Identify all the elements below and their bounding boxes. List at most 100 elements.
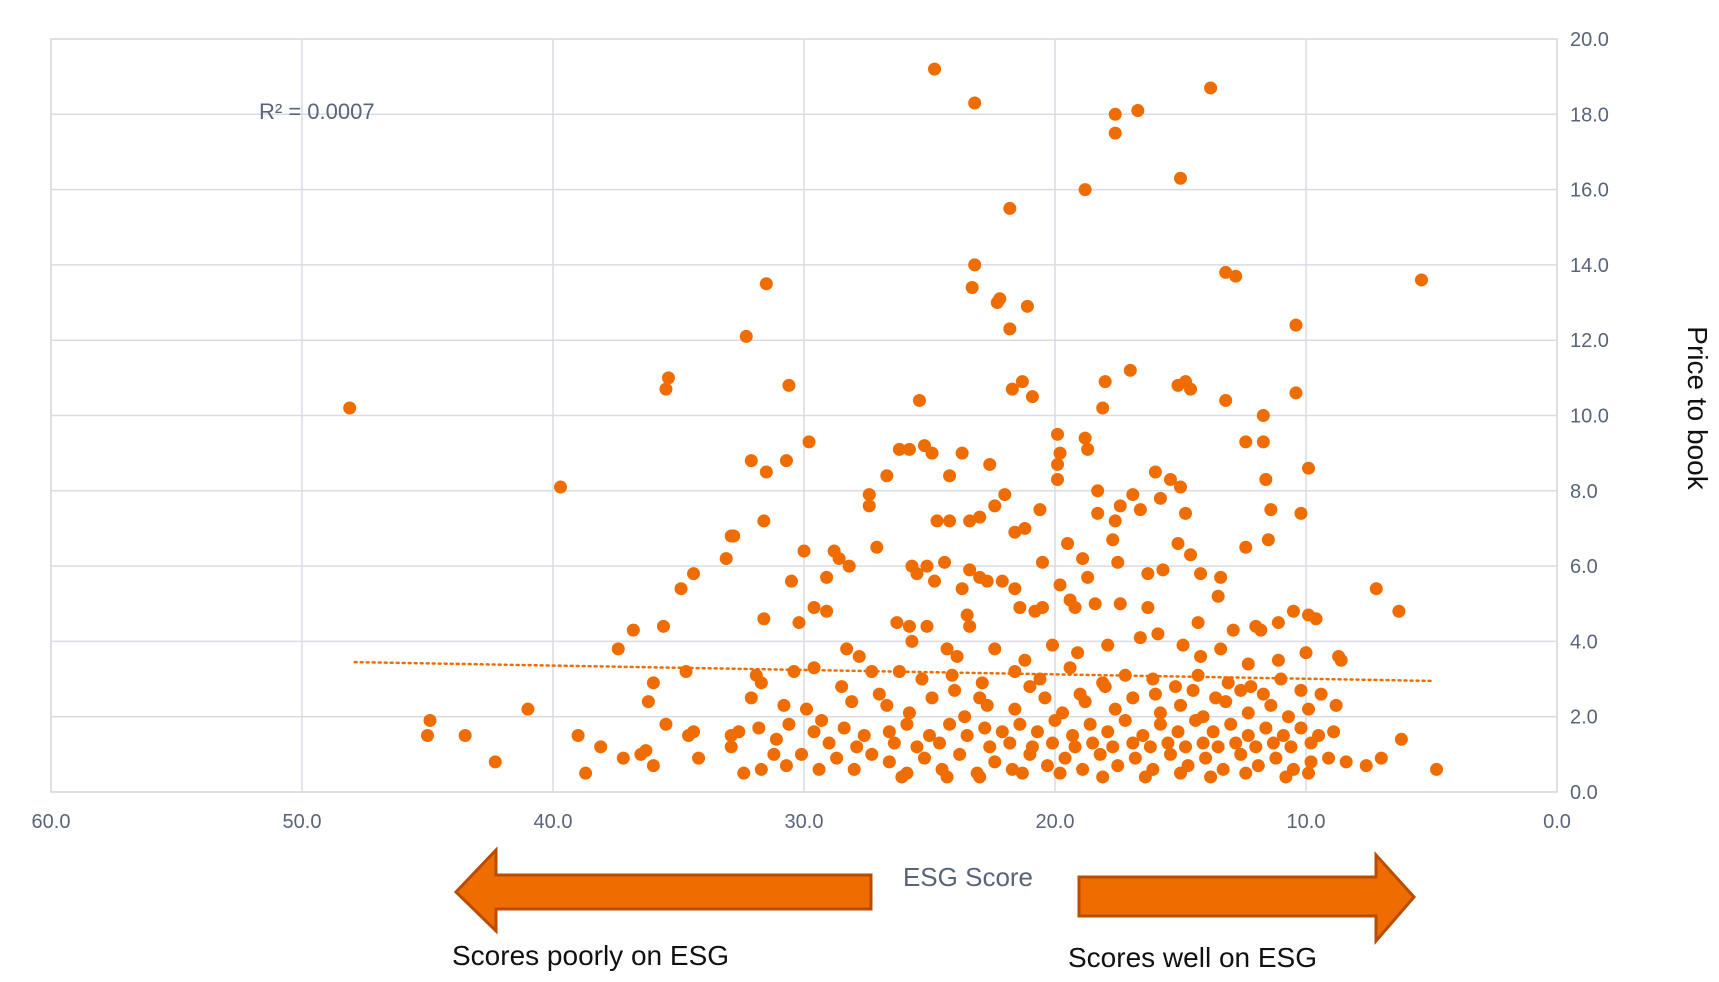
data-point bbox=[1191, 668, 1205, 682]
data-point bbox=[1179, 740, 1193, 754]
y-tick-label: 4.0 bbox=[1570, 631, 1598, 653]
data-point bbox=[1088, 597, 1102, 611]
data-point bbox=[1025, 390, 1039, 404]
data-point bbox=[905, 634, 919, 648]
data-point bbox=[1214, 570, 1228, 584]
data-point bbox=[1241, 657, 1255, 671]
data-point bbox=[1126, 691, 1140, 705]
data-point bbox=[1015, 766, 1029, 780]
data-point bbox=[1073, 687, 1087, 701]
data-point bbox=[910, 567, 924, 581]
data-point bbox=[1219, 393, 1233, 407]
data-point bbox=[1269, 751, 1283, 765]
data-point bbox=[757, 514, 771, 528]
data-point bbox=[754, 676, 768, 690]
data-point bbox=[928, 62, 942, 76]
x-tick-label: 20.0 bbox=[1036, 811, 1075, 833]
data-point bbox=[719, 552, 733, 566]
data-point bbox=[983, 740, 997, 754]
data-point bbox=[1244, 680, 1258, 694]
data-point bbox=[759, 465, 773, 479]
data-point bbox=[845, 695, 859, 709]
data-point bbox=[1153, 717, 1167, 731]
data-point bbox=[973, 770, 987, 784]
data-point bbox=[890, 616, 904, 630]
data-point bbox=[980, 574, 994, 588]
data-point bbox=[1274, 672, 1288, 686]
data-point bbox=[1204, 81, 1218, 95]
data-point bbox=[807, 661, 821, 675]
data-point bbox=[840, 642, 854, 656]
data-point bbox=[769, 732, 783, 746]
data-point bbox=[1256, 409, 1270, 422]
data-point bbox=[659, 717, 673, 731]
data-point bbox=[1276, 729, 1290, 743]
data-point bbox=[880, 469, 894, 483]
data-point bbox=[646, 676, 660, 690]
data-point bbox=[1126, 488, 1140, 502]
data-point bbox=[1184, 548, 1198, 562]
data-point bbox=[1309, 612, 1323, 626]
data-point bbox=[1327, 725, 1341, 739]
data-point bbox=[1051, 457, 1065, 471]
data-point bbox=[1289, 318, 1303, 332]
data-point bbox=[1186, 683, 1200, 697]
data-point bbox=[1068, 740, 1082, 754]
data-point bbox=[1081, 570, 1095, 584]
data-point bbox=[902, 442, 916, 456]
data-point bbox=[998, 488, 1012, 502]
data-point bbox=[1015, 375, 1029, 389]
data-point bbox=[892, 442, 906, 456]
data-point bbox=[988, 642, 1002, 656]
data-point bbox=[1304, 736, 1318, 750]
data-point bbox=[1123, 363, 1137, 377]
data-point bbox=[1118, 713, 1132, 727]
data-point bbox=[757, 612, 771, 626]
left-arrow-icon bbox=[453, 846, 873, 935]
data-point bbox=[1163, 747, 1177, 761]
right-arrow-icon bbox=[1077, 851, 1417, 946]
y-tick-label: 12.0 bbox=[1570, 330, 1609, 352]
data-point bbox=[902, 706, 916, 720]
data-point bbox=[1076, 552, 1090, 566]
data-point bbox=[963, 514, 977, 528]
data-point bbox=[938, 555, 952, 569]
data-point bbox=[1136, 729, 1150, 743]
data-point bbox=[1068, 601, 1082, 615]
data-point bbox=[960, 608, 974, 622]
y-tick-label: 0.0 bbox=[1570, 782, 1598, 804]
data-point bbox=[1249, 740, 1263, 754]
data-point bbox=[1294, 721, 1308, 735]
data-point bbox=[1128, 751, 1142, 765]
data-point bbox=[1066, 729, 1080, 743]
data-point bbox=[802, 435, 816, 449]
data-point bbox=[423, 713, 437, 727]
data-point bbox=[1194, 649, 1208, 663]
data-point bbox=[1058, 751, 1072, 765]
data-point bbox=[1113, 597, 1127, 611]
data-point bbox=[1219, 695, 1233, 709]
data-point bbox=[1013, 601, 1027, 615]
data-point bbox=[1008, 702, 1022, 716]
data-point bbox=[880, 698, 894, 712]
data-point bbox=[1374, 751, 1388, 765]
data-point bbox=[955, 582, 969, 596]
data-point bbox=[917, 751, 931, 765]
data-point bbox=[1174, 480, 1187, 494]
data-point bbox=[1261, 533, 1275, 547]
data-point bbox=[835, 680, 849, 694]
data-point bbox=[1101, 638, 1115, 652]
data-point bbox=[1241, 706, 1255, 720]
data-point bbox=[915, 672, 929, 686]
data-point bbox=[1234, 683, 1248, 697]
data-point bbox=[744, 691, 758, 705]
data-point bbox=[948, 683, 962, 697]
caption-scores-poorly: Scores poorly on ESG bbox=[452, 940, 730, 971]
data-point bbox=[1091, 484, 1105, 498]
data-point bbox=[1189, 713, 1203, 727]
data-point bbox=[1332, 649, 1346, 663]
data-point bbox=[794, 747, 808, 761]
data-point bbox=[1045, 638, 1059, 652]
data-point bbox=[945, 668, 959, 682]
